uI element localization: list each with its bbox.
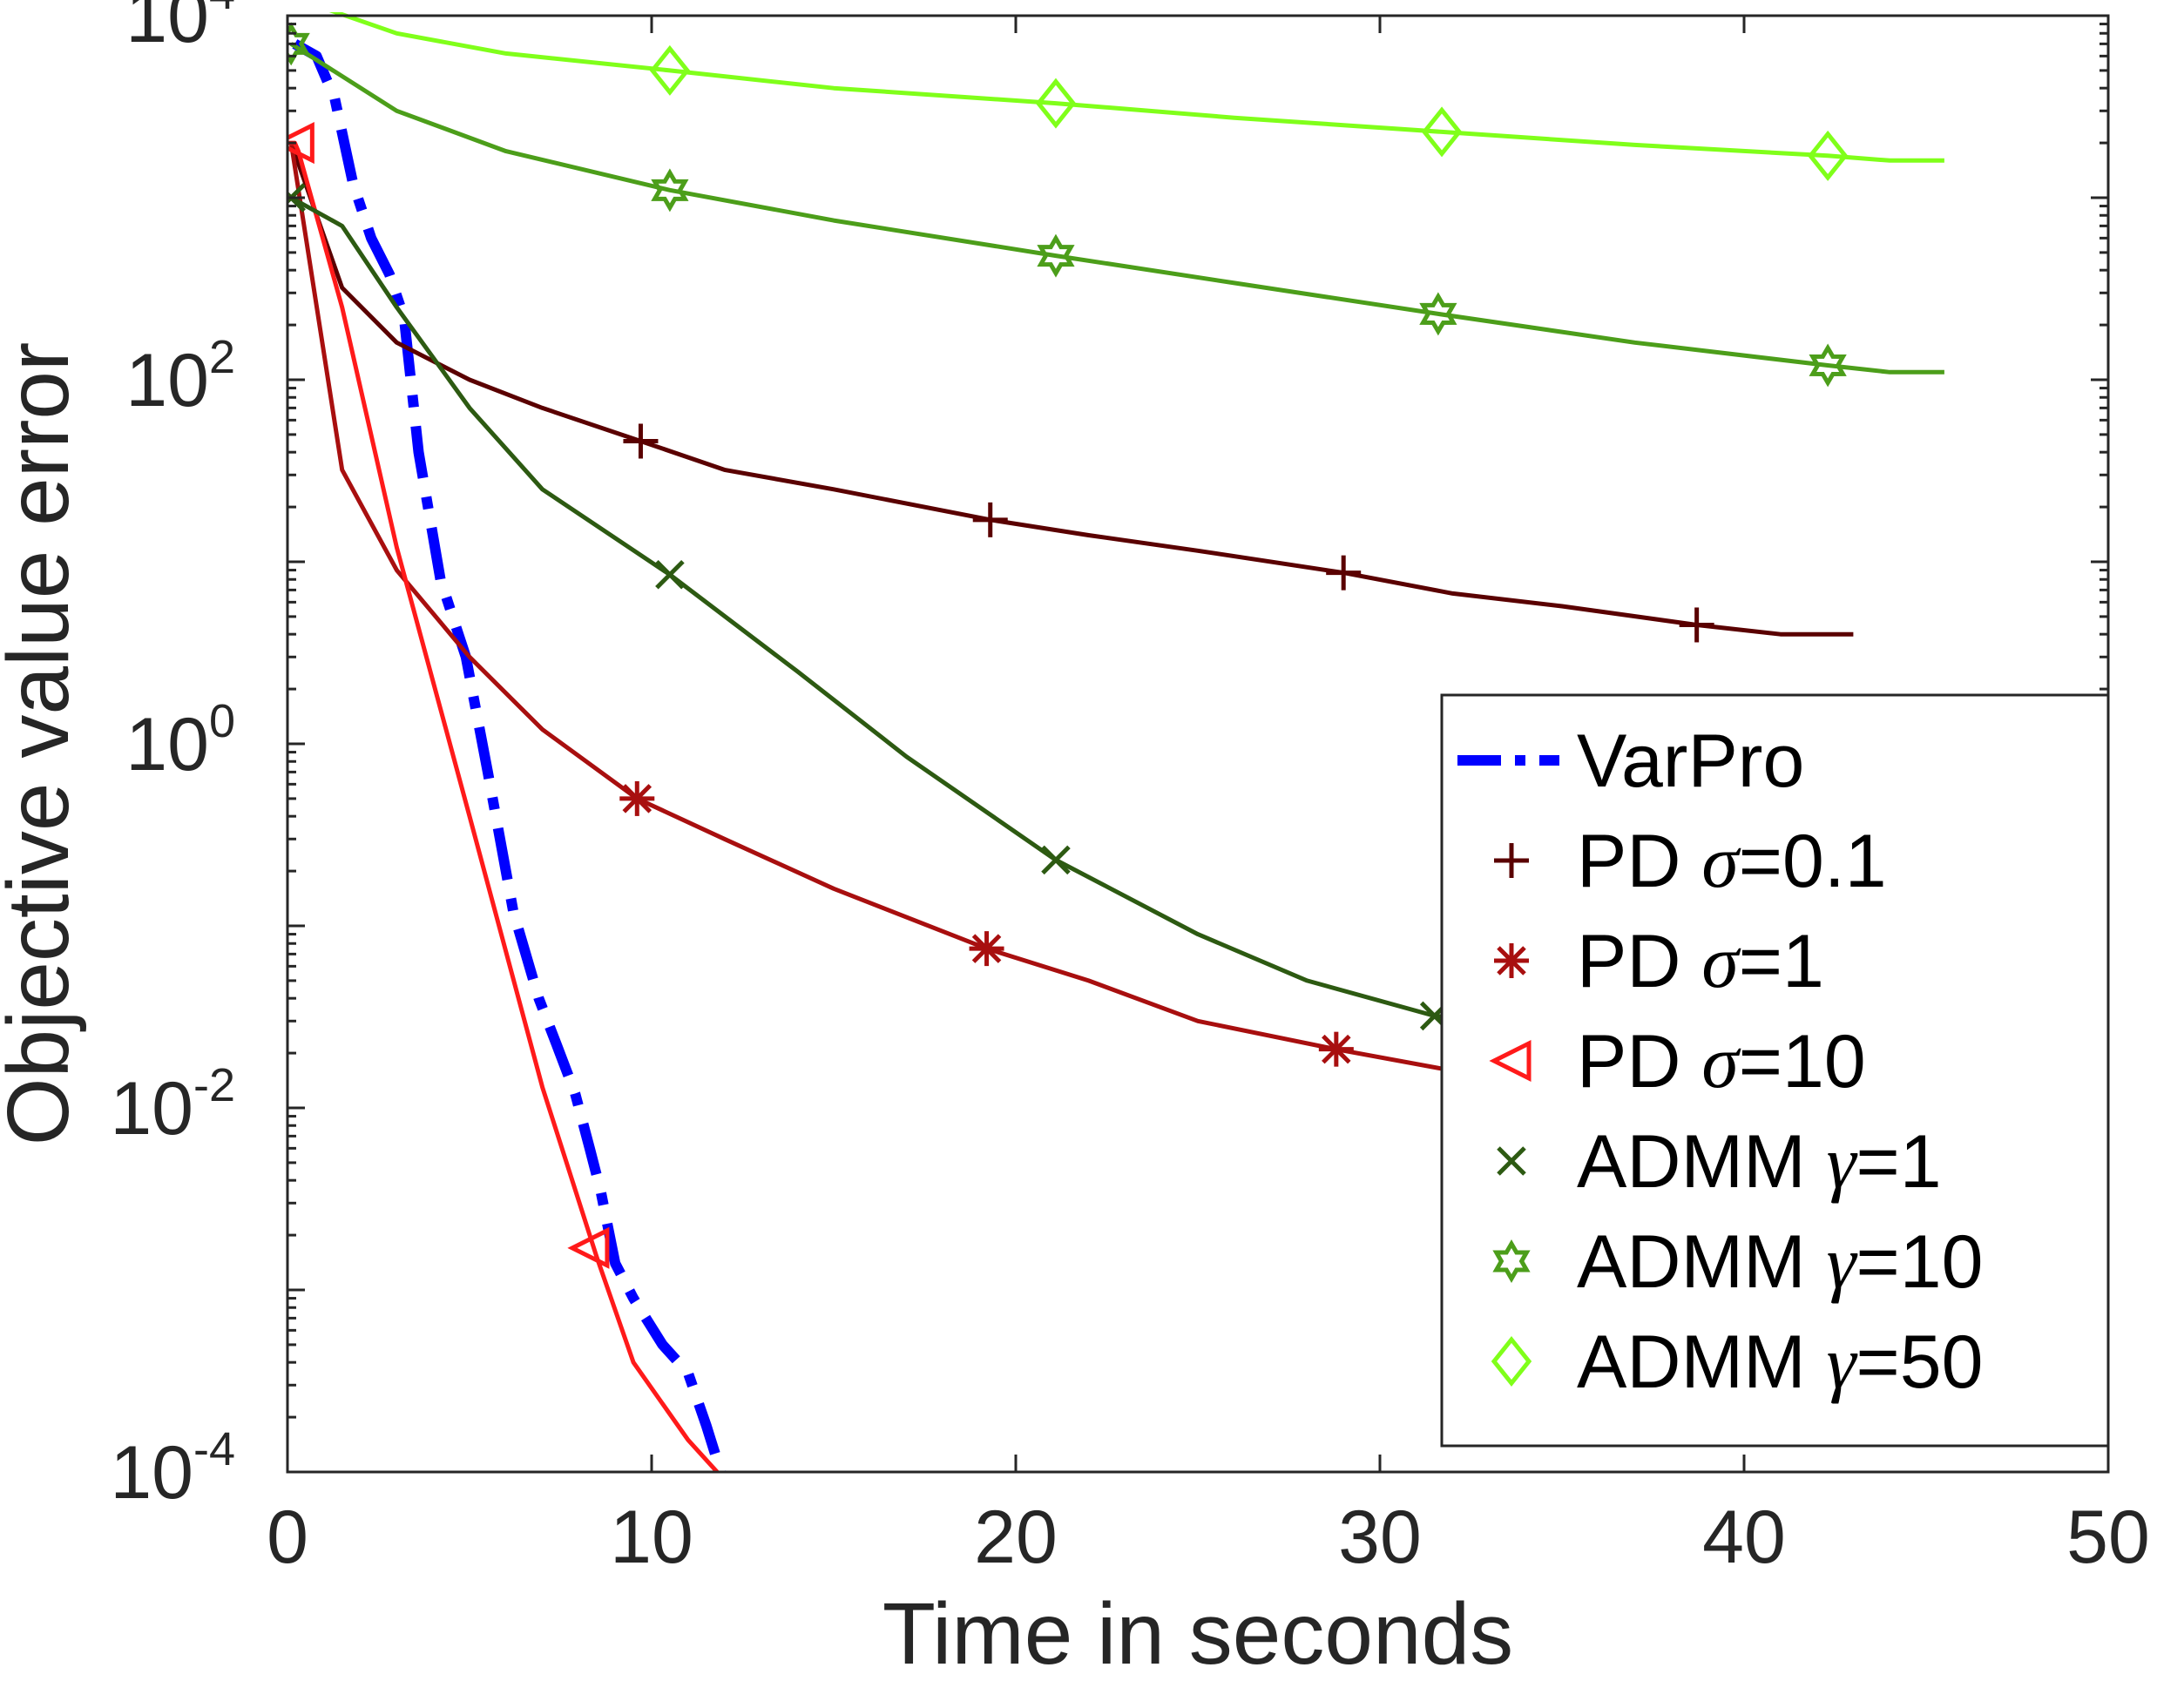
plus-marker (1679, 607, 1714, 643)
x-tick-label: 20 (974, 1495, 1058, 1579)
plus-marker (1494, 843, 1529, 878)
diamond-marker (1035, 78, 1077, 129)
series-pd-3 (287, 122, 720, 1472)
x-marker (655, 559, 685, 590)
hexagram-marker (651, 168, 689, 213)
asterisk-marker-b (1497, 946, 1526, 976)
triangle-marker (287, 122, 314, 165)
triangle-marker (567, 1226, 610, 1269)
series-admm-5 (287, 22, 1944, 388)
hexagram-marker (1492, 1239, 1531, 1283)
triangle-marker (1489, 1039, 1532, 1083)
x-tick-label: 0 (267, 1495, 308, 1579)
legend-entry: ADMM γ=50 (1491, 1320, 1983, 1404)
x-marker-b (1497, 1146, 1526, 1176)
asterisk-marker-b (1322, 1034, 1351, 1064)
asterisk-marker (1494, 943, 1529, 978)
legend-entry: PD σ=0.1 (1494, 820, 1887, 903)
asterisk-marker (969, 931, 1004, 967)
legend-label: ADMM γ=50 (1577, 1320, 1983, 1404)
hexagram-marker (1419, 292, 1457, 336)
hexagram-marker (1809, 343, 1847, 388)
x-marker (1041, 845, 1071, 875)
x-tick-label: 50 (2066, 1495, 2150, 1579)
series-pd-1 (288, 142, 1854, 643)
series-line-admm-4 (289, 195, 1490, 1023)
y-tick-label: 102 (125, 331, 235, 422)
y-axis-title: Objective value error (0, 342, 87, 1146)
x-axis-title: Time in seconds (882, 1585, 1513, 1683)
x-tick-label: 30 (1338, 1495, 1422, 1579)
asterisk-marker (1318, 1031, 1354, 1067)
asterisk-marker-b (622, 784, 653, 813)
plus-marker (972, 502, 1008, 537)
diamond-marker (649, 44, 691, 96)
y-tick-label: 10-4 (110, 1423, 235, 1515)
x-tick-label: 40 (1702, 1495, 1786, 1579)
legend-entry: ADMM γ=10 (1492, 1220, 1983, 1304)
legend-label: ADMM γ=1 (1577, 1120, 1942, 1204)
x-marker-b (655, 559, 685, 590)
ticks-layer: 0 10 20 30 40 50 10-4 10-2 100 102 104 (110, 0, 2150, 1579)
series-line-pd-3 (287, 140, 720, 1472)
legend-label: PD σ=1 (1577, 920, 1824, 1003)
series-line-admm-6 (328, 12, 1944, 163)
x-marker-b (1041, 845, 1071, 875)
legend-entry: PD σ=1 (1494, 920, 1824, 1003)
plus-marker (623, 423, 659, 459)
legend-entry: PD σ=10 (1489, 1020, 1866, 1104)
y-tick-label: 100 (125, 695, 235, 786)
legend-entry: ADMM γ=1 (1497, 1120, 1942, 1204)
legend-label: PD σ=0.1 (1577, 820, 1887, 903)
x-marker (1497, 1146, 1526, 1176)
legend-box (1440, 693, 2110, 1448)
hexagram-marker (287, 22, 310, 66)
legend-label: PD σ=10 (1577, 1020, 1866, 1104)
y-tick-label: 10-2 (110, 1059, 235, 1151)
series-admm-6 (328, 12, 1944, 181)
asterisk-marker (619, 780, 655, 816)
diamond-marker (1807, 130, 1849, 181)
hexagram-marker (1037, 233, 1075, 278)
series-layer (287, 12, 1944, 1472)
legend-entry: VarPro (1457, 719, 1804, 803)
plus-marker (1326, 555, 1362, 591)
diamond-marker (1491, 1335, 1532, 1387)
legend-label: VarPro (1577, 719, 1804, 803)
diamond-marker (1421, 106, 1463, 158)
x-tick-label: 10 (610, 1495, 693, 1579)
legend-label: ADMM γ=10 (1577, 1220, 1983, 1304)
y-tick-label: 104 (125, 0, 235, 58)
asterisk-marker-b (971, 934, 1002, 963)
legend: VarPro PD σ=0.1 PD σ=1 PD σ=10 ADMM γ=1 ADMM … (1440, 693, 2110, 1448)
